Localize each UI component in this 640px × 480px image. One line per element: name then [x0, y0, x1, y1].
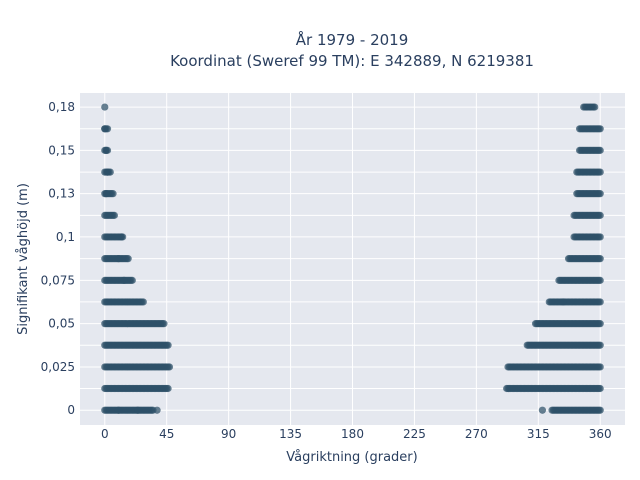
data-point — [164, 341, 172, 349]
data-point — [153, 406, 161, 414]
data-point — [160, 320, 168, 328]
y-tick-label: 0,025 — [41, 360, 75, 374]
y-tick-label: 0,13 — [48, 187, 75, 201]
y-tick-label: 0,15 — [48, 143, 75, 157]
data-point — [101, 103, 109, 111]
data-point — [596, 341, 604, 349]
data-point — [114, 406, 123, 414]
x-axis-title: Vågriktning (grader) — [286, 450, 417, 465]
data-point — [538, 406, 547, 414]
data-point — [109, 190, 117, 198]
data-point — [596, 190, 604, 198]
data-point — [596, 168, 604, 176]
data-point — [559, 298, 567, 306]
data-point — [596, 125, 604, 133]
data-point — [165, 363, 174, 371]
x-tick-labels: 0 45 90 135 180 225 270 315 360 — [101, 427, 612, 441]
x-tick-label: 360 — [589, 427, 612, 441]
data-point — [596, 255, 604, 263]
data-point — [596, 298, 604, 306]
x-tick-label: 0 — [101, 427, 109, 441]
chart-title-line1: År 1979 - 2019 — [296, 30, 409, 49]
data-point — [555, 276, 563, 284]
data-point — [128, 276, 136, 284]
data-point — [591, 103, 599, 111]
data-point — [164, 384, 172, 393]
data-point — [596, 363, 604, 371]
data-point — [596, 320, 604, 328]
data-point — [596, 146, 604, 154]
data-point — [102, 146, 110, 154]
data-points — [101, 103, 604, 414]
y-tick-label: 0,075 — [41, 273, 75, 287]
data-point — [596, 211, 604, 219]
y-tick-label: 0,18 — [48, 100, 75, 114]
x-tick-label: 180 — [341, 427, 364, 441]
data-point — [596, 276, 604, 284]
data-point — [596, 384, 604, 393]
data-point — [120, 276, 128, 284]
data-point — [596, 406, 604, 414]
data-point — [102, 190, 110, 198]
y-axis-title: Signifikant våghöjd (m) — [16, 183, 31, 335]
x-tick-label: 90 — [221, 427, 236, 441]
data-point — [103, 168, 112, 176]
x-tick-label: 135 — [279, 427, 302, 441]
x-tick-label: 315 — [527, 427, 550, 441]
data-point — [101, 125, 109, 133]
data-point — [117, 233, 125, 241]
data-point — [134, 406, 142, 414]
chart-title-line2: Koordinat (Sweref 99 TM): E 342889, N 62… — [170, 52, 534, 70]
data-point — [124, 255, 132, 263]
data-point — [596, 233, 604, 241]
data-point — [110, 211, 119, 219]
y-tick-label: 0 — [67, 403, 75, 417]
x-tick-label: 45 — [159, 427, 174, 441]
y-tick-label: 0,1 — [56, 230, 75, 244]
y-tick-labels: 0 0,025 0,05 0,075 0,1 0,13 0,15 0,18 — [41, 100, 75, 417]
data-point — [139, 298, 147, 306]
y-tick-label: 0,05 — [48, 317, 75, 331]
x-tick-label: 225 — [403, 427, 426, 441]
x-tick-label: 270 — [465, 427, 488, 441]
data-point — [114, 255, 123, 263]
